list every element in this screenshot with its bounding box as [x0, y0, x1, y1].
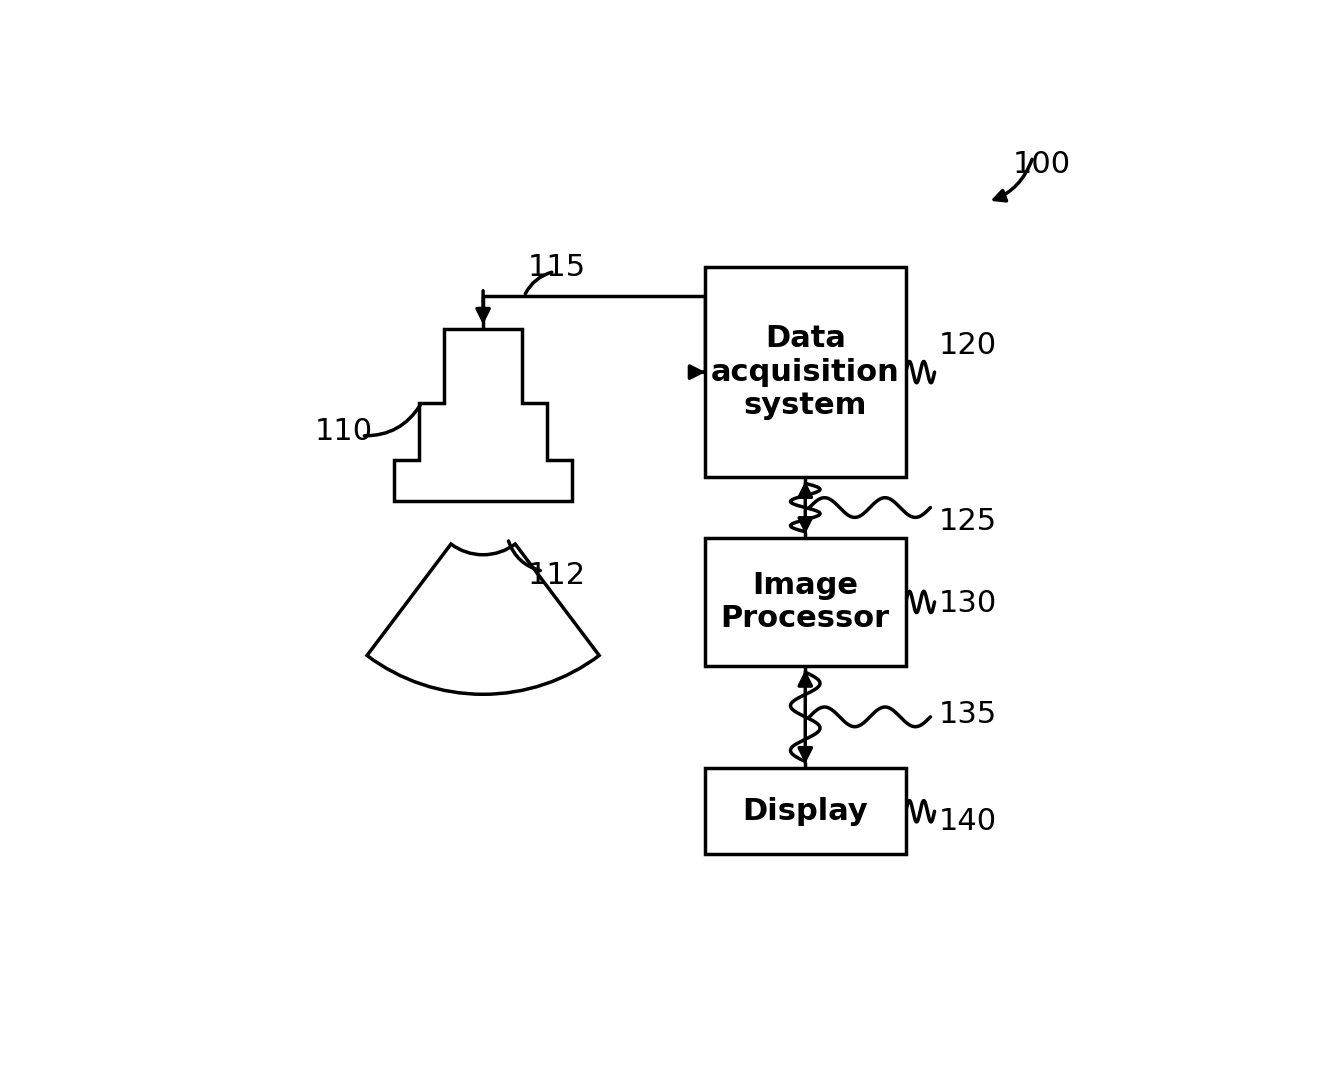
FancyArrowPatch shape: [509, 540, 541, 570]
Text: 140: 140: [938, 807, 996, 836]
Text: Display: Display: [743, 796, 868, 826]
FancyArrowPatch shape: [995, 159, 1033, 200]
Text: 110: 110: [314, 417, 373, 447]
FancyArrowPatch shape: [525, 272, 551, 294]
Text: 100: 100: [1012, 150, 1070, 179]
Text: 112: 112: [528, 561, 586, 589]
Text: 125: 125: [938, 507, 996, 536]
Text: Data
acquisition
system: Data acquisition system: [711, 324, 900, 420]
Polygon shape: [394, 329, 571, 501]
Wedge shape: [367, 544, 599, 694]
FancyArrowPatch shape: [364, 405, 419, 436]
Bar: [704, 538, 906, 665]
Text: 120: 120: [938, 330, 996, 360]
Bar: [704, 268, 906, 477]
Bar: [704, 769, 906, 854]
Text: 130: 130: [938, 589, 996, 618]
Text: 135: 135: [938, 700, 996, 729]
Text: Image
Processor: Image Processor: [720, 570, 890, 633]
Text: 115: 115: [528, 253, 586, 282]
